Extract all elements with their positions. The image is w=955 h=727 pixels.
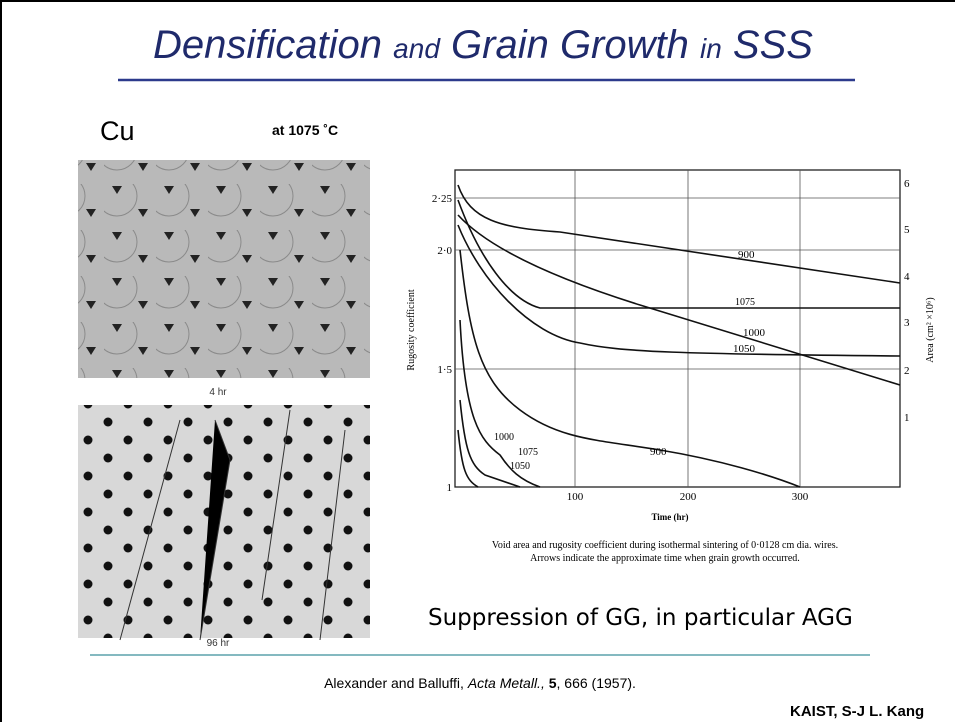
figure: 2·25 2·0 1·5 1 6 5 4 3 2 1 100 200 300 T… [406, 170, 936, 564]
y-axis-label: Rugosity coefficient [406, 289, 417, 370]
caption: Arrows indicate the approximate time whe… [530, 553, 800, 564]
micrograph-label: 96 hr [207, 638, 230, 649]
caption: Void area and rugosity coefficient durin… [492, 540, 838, 551]
y2-tick-label: 1 [904, 412, 910, 424]
y-tick-label: 1 [447, 482, 453, 494]
y2-tick-label: 2 [904, 365, 910, 377]
curve-label: 1050 [510, 461, 530, 472]
citation: Alexander and Balluffi, Acta Metall., 5,… [324, 675, 636, 691]
condition: at 1075 ˚C [272, 122, 338, 138]
remark: Suppression of GG, in particular AGG [428, 605, 853, 631]
curve-label: 1075 [735, 297, 755, 308]
y-tick-label: 1·5 [437, 364, 452, 376]
y2-tick-label: 3 [904, 317, 910, 329]
x-axis-label: Time (hr) [651, 512, 688, 522]
curve-labels: 900 1075 1000 1050 1000 1075 1050 900 [494, 249, 766, 472]
y2-axis-label: Area (cm² ×10⁶) [925, 297, 936, 362]
y-tick-label: 2·25 [432, 193, 453, 205]
slide: Densification and Grain Growth in SSS Cu… [0, 0, 955, 722]
grid [455, 170, 900, 487]
x-tick-label: 100 [567, 491, 584, 503]
micrograph-label: 4 hr [209, 387, 227, 398]
y-tick-label: 2·0 [437, 245, 452, 257]
curve-label: 1075 [518, 447, 538, 458]
micrograph-4hr [78, 160, 370, 378]
footer: KAIST, S-J L. Kang [790, 703, 924, 720]
curves [458, 185, 900, 487]
curve-label: 900 [650, 446, 667, 458]
x-tick-label: 300 [792, 491, 809, 503]
plot-frame [455, 170, 900, 487]
y2-tick-label: 5 [904, 224, 910, 236]
y2-tick-label: 6 [904, 178, 910, 190]
x-tick-label: 200 [680, 491, 697, 503]
material: Cu [100, 116, 135, 146]
micrograph-96hr [78, 405, 370, 638]
y2-tick-label: 4 [904, 271, 910, 283]
curve-label: 1050 [733, 343, 756, 355]
curve-label: 900 [738, 249, 755, 261]
title: Densification and Grain Growth in SSS [153, 23, 813, 67]
curve-label: 1000 [494, 432, 514, 443]
curve-label: 1000 [743, 327, 766, 339]
